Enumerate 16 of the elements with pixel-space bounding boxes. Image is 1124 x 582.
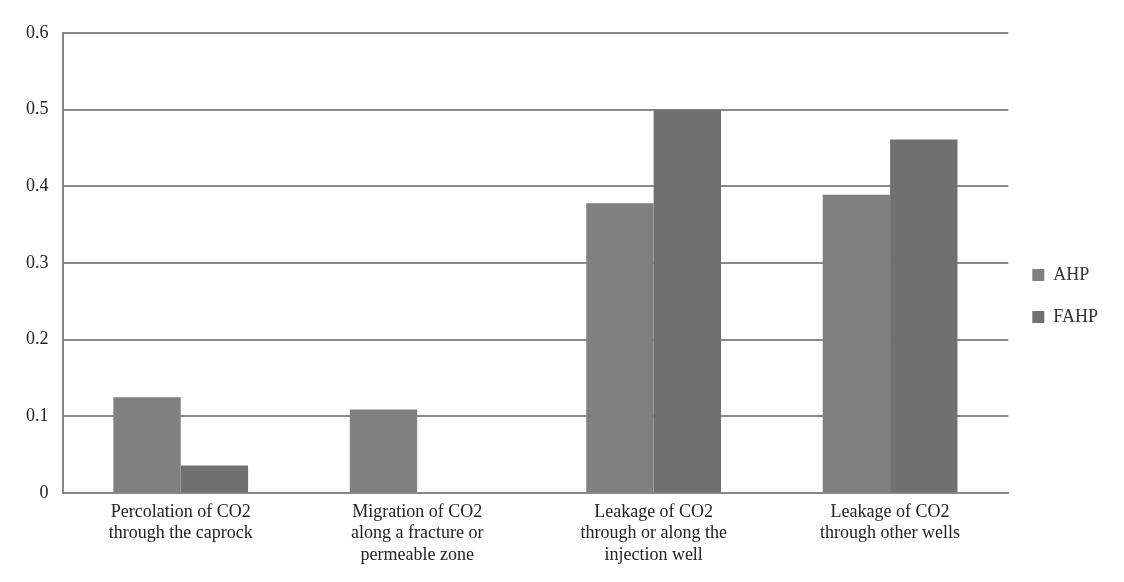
y-tick-label: 0.5	[26, 98, 49, 119]
bar	[890, 139, 958, 493]
x-tick-label: Percolation of CO2 through the caprock	[108, 500, 253, 543]
x-tick-label: Leakage of CO2 through other wells	[820, 500, 961, 543]
legend-label: AHP	[1053, 263, 1090, 284]
bar	[653, 109, 722, 493]
bar	[180, 465, 249, 493]
x-tick-label: Migration of CO2 along a fracture or permeable zone	[350, 500, 484, 564]
y-tick-label: 0.2	[26, 328, 49, 349]
y-tick-label: 0.6	[26, 21, 49, 42]
legend-label: FAHP	[1053, 305, 1098, 326]
y-tick-label: 0.3	[26, 251, 49, 272]
y-tick-label: 0.4	[26, 175, 49, 195]
y-tick-label: 0	[39, 481, 49, 502]
y-tick-label: 0.1	[26, 405, 49, 426]
x-tick-label: Leakage of CO2 through or along the injection well	[580, 500, 727, 564]
